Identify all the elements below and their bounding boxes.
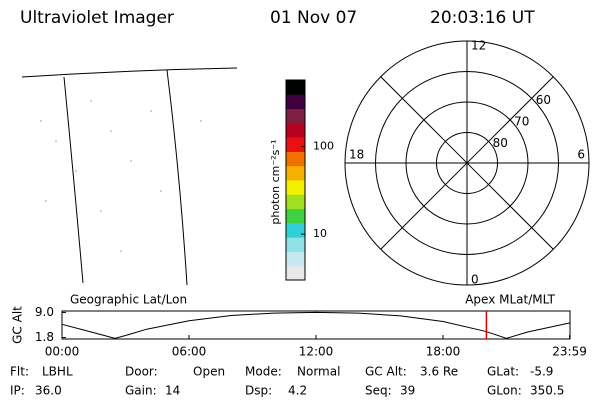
date: 01 Nov 07	[270, 8, 357, 28]
info-label: GLat:	[487, 365, 519, 379]
colorbar-segment	[286, 94, 305, 110]
info-value: 36.0	[35, 384, 62, 398]
colorbar-tick-label: 100	[313, 140, 334, 153]
info-value: 350.5	[530, 384, 564, 398]
colorbar-tick-label: 10	[313, 227, 327, 240]
info-label: Seq:	[365, 384, 392, 398]
colorbar-segment	[286, 222, 305, 238]
ring-label: 60	[536, 93, 551, 107]
y-tick-label: 1.8	[35, 330, 54, 344]
colorbar-segment	[286, 237, 305, 252]
info-value: 39	[400, 384, 415, 398]
polar-spoke	[380, 184, 446, 250]
image-panel	[21, 67, 238, 286]
y-tick-label: 9.0	[35, 305, 54, 319]
info-value: Normal	[297, 365, 340, 379]
info-value: 14	[165, 384, 180, 398]
colorbar-segment	[286, 165, 305, 181]
info-table: Flt: LBHL Door: Open Mode: Normal GC Alt: 3.6 R…	[10, 365, 564, 398]
ring-label: 70	[514, 114, 529, 128]
hour-label: 12	[471, 39, 486, 53]
colorbar-segment	[286, 194, 305, 210]
info-label: Door:	[125, 365, 158, 379]
info-label: Mode:	[245, 365, 282, 379]
grid-line	[21, 67, 238, 78]
info-label: GC Alt:	[365, 365, 407, 379]
colorbar-segment	[286, 122, 305, 138]
grid-line	[63, 76, 84, 284]
info-value: -5.9	[530, 365, 553, 379]
polar-spoke	[488, 76, 554, 142]
panel-title: Apex MLat/MLT	[465, 293, 555, 307]
hour-label: 18	[349, 148, 364, 162]
title: Ultraviolet Imager	[20, 8, 174, 28]
orbit-plot: Geographic Lat/Lon Apex MLat/MLT GC Alt 9.0…	[11, 293, 587, 359]
colorbar-frame	[285, 79, 306, 281]
x-tick-label: 18:00	[426, 345, 461, 359]
colorbar-segment	[286, 137, 305, 152]
hour-label: 6	[577, 148, 585, 162]
colorbar-segment	[286, 180, 305, 195]
info-value: LBHL	[42, 365, 73, 379]
info-value: 4.2	[288, 384, 307, 398]
ring-label: 80	[493, 136, 508, 150]
info-label: Gain:	[125, 384, 157, 398]
colorbar-segment	[286, 208, 305, 224]
colorbar-segment	[286, 251, 305, 267]
info-value: 3.6 Re	[420, 365, 458, 379]
altitude-line	[61, 311, 571, 339]
info-label: GLon:	[487, 384, 522, 398]
colorbar-segment	[286, 151, 305, 167]
x-tick-label: 00:00	[45, 345, 80, 359]
panel-title: Geographic Lat/Lon	[70, 293, 187, 307]
colorbar-segment	[286, 265, 305, 281]
y-axis-label: GC Alt	[11, 306, 25, 344]
x-tick-label: 06:00	[172, 345, 207, 359]
time: 20:03:16 UT	[430, 8, 535, 28]
info-label: Dsp:	[245, 384, 272, 398]
hour-label: 0	[471, 273, 479, 287]
image-pixels	[40, 100, 202, 252]
colorbar-segment	[286, 108, 305, 124]
colorbar: 10 100	[285, 79, 334, 281]
grid-line	[166, 69, 188, 286]
info-label: IP:	[10, 384, 25, 398]
x-tick-label: 23:59	[552, 345, 587, 359]
colorbar-label: photon cm⁻²s⁻¹	[269, 139, 282, 224]
info-label: Flt:	[10, 365, 29, 379]
polar-spoke	[380, 76, 446, 142]
colorbar-segment	[286, 80, 305, 95]
x-tick-label: 12:00	[299, 345, 334, 359]
info-value: Open	[193, 365, 225, 379]
plot-frame	[61, 310, 571, 340]
polar-spoke	[488, 184, 554, 250]
